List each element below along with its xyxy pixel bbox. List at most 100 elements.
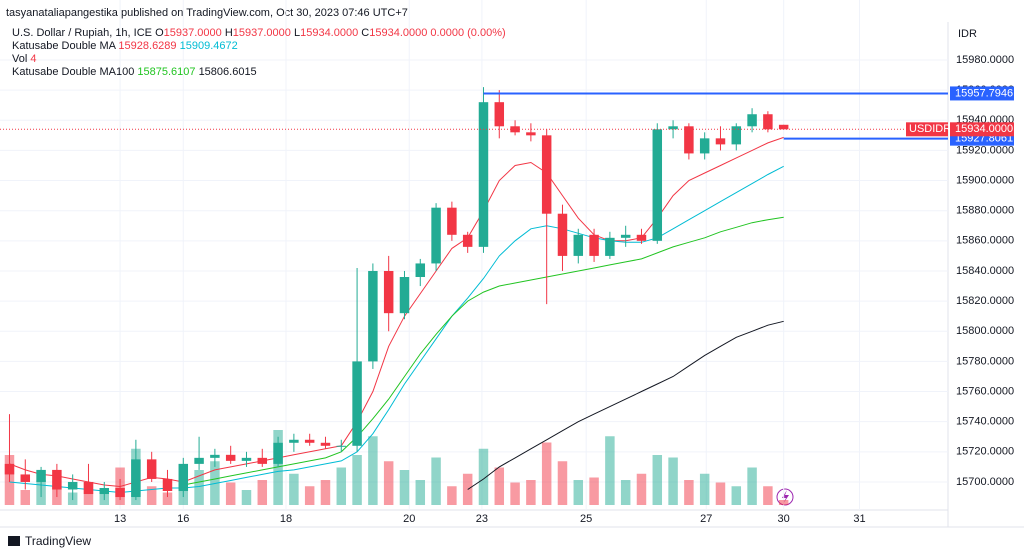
volume-bar [336, 467, 347, 505]
legend-text: Katusabe Double MA [12, 40, 117, 52]
candle-body [715, 138, 726, 145]
candle-body [210, 454, 220, 458]
legend-text: H [225, 27, 233, 39]
legend-text: 15937.0000 [233, 27, 291, 39]
candle-body [83, 481, 94, 495]
candle-body [162, 478, 173, 492]
y-tick-label: 15740.0000 [956, 416, 1014, 428]
volume-bar [20, 490, 31, 505]
legend-indicator: Katusabe Double MA100 15875.6107 15806.6… [12, 66, 257, 78]
candle-body [194, 457, 204, 464]
volume-bar [699, 473, 710, 505]
legend-text: L [294, 27, 300, 39]
y-tick-label: 15980.0000 [956, 54, 1014, 66]
candle-body [478, 102, 489, 247]
volume-bar [747, 467, 757, 505]
candle-body [36, 469, 46, 482]
volume-bar [289, 473, 299, 505]
y-tick-label: 15760.0000 [956, 385, 1014, 397]
candle-body [431, 207, 441, 264]
volume-bar [447, 486, 457, 505]
x-tick-label: 30 [778, 513, 790, 525]
candle-body [241, 457, 252, 461]
x-tick-label: 20 [403, 513, 415, 525]
price-tag-label: 15934.0000 [955, 123, 1013, 135]
legend-text: U.S. Dollar / Rupiah, 1h, ICE [12, 27, 152, 39]
y-tick-label: 15920.0000 [956, 144, 1014, 156]
candle-body [320, 442, 331, 446]
candle-body [415, 263, 426, 278]
volume-bar [526, 480, 536, 505]
volume-bar [320, 480, 331, 505]
candle-body [510, 126, 520, 133]
candle-body [668, 126, 678, 130]
x-tick-label: 27 [700, 513, 712, 525]
y-tick-label: 15820.0000 [956, 295, 1014, 307]
legend-text: 15934.0000 [369, 27, 427, 39]
legend-text: 15875.6107 [137, 66, 195, 78]
candle-body [731, 126, 742, 145]
volume-bar [605, 436, 615, 505]
volume-bar [383, 461, 394, 505]
candle-body [225, 454, 236, 461]
legend-text: O [155, 27, 164, 39]
y-tick-label: 15720.0000 [956, 446, 1014, 458]
y-tick-label: 15800.0000 [956, 325, 1014, 337]
symbol-tag [906, 122, 948, 137]
candle-body [257, 457, 268, 464]
volume-bar [573, 480, 584, 505]
volume-bar [368, 436, 378, 505]
volume-bar [241, 490, 252, 505]
footer-logo [8, 536, 20, 546]
candle-body [589, 234, 599, 256]
legend-text: 15934.0000 [300, 27, 358, 39]
currency: IDR [958, 28, 977, 40]
candle-body [178, 463, 189, 492]
volume-bar [557, 461, 568, 505]
candle-body [146, 459, 157, 479]
candle-body [352, 361, 362, 446]
candle-body [115, 487, 125, 498]
candle-body [557, 213, 568, 256]
legend-text: 15937.0000 [164, 27, 222, 39]
candle-body [304, 439, 315, 443]
candle-body [699, 138, 710, 154]
volume-bar [225, 482, 236, 505]
volume-bar [415, 480, 426, 505]
candle-body [383, 270, 394, 314]
footer: TradingView [25, 534, 91, 548]
y-tick-label: 15700.0000 [956, 476, 1014, 488]
candle-body [636, 234, 647, 241]
volume-bar [668, 457, 678, 505]
volume-bar [684, 480, 694, 505]
candle-body [494, 102, 505, 127]
legend-text: C [361, 27, 369, 39]
x-tick-label: 16 [177, 513, 189, 525]
volume-bar [304, 486, 315, 505]
candle-body [747, 114, 757, 127]
candle-body [605, 237, 615, 256]
author-line: tasyanataliapangestika published on Trad… [6, 7, 408, 19]
candle-body [541, 135, 552, 214]
volume-bar [146, 486, 157, 505]
legend-text: 4 [30, 53, 36, 65]
volume-bar [273, 430, 283, 505]
volume-bar [478, 448, 489, 505]
volume-bar [636, 473, 647, 505]
candle-body [336, 445, 347, 447]
candle-body [447, 207, 457, 235]
volume-bar [715, 482, 726, 505]
legend-text: 15806.6015 [199, 66, 257, 78]
volume-bar [620, 480, 631, 505]
candle-body [778, 124, 789, 130]
legend-text: 15909.4672 [180, 40, 238, 52]
candle-body [763, 114, 773, 130]
candle-body [684, 126, 694, 154]
x-tick-label: 25 [580, 513, 592, 525]
volume-bar [731, 486, 742, 505]
volume-bar [541, 442, 552, 505]
candle-body [652, 129, 663, 241]
candle-body [273, 442, 283, 464]
ma-line [183, 216, 784, 486]
